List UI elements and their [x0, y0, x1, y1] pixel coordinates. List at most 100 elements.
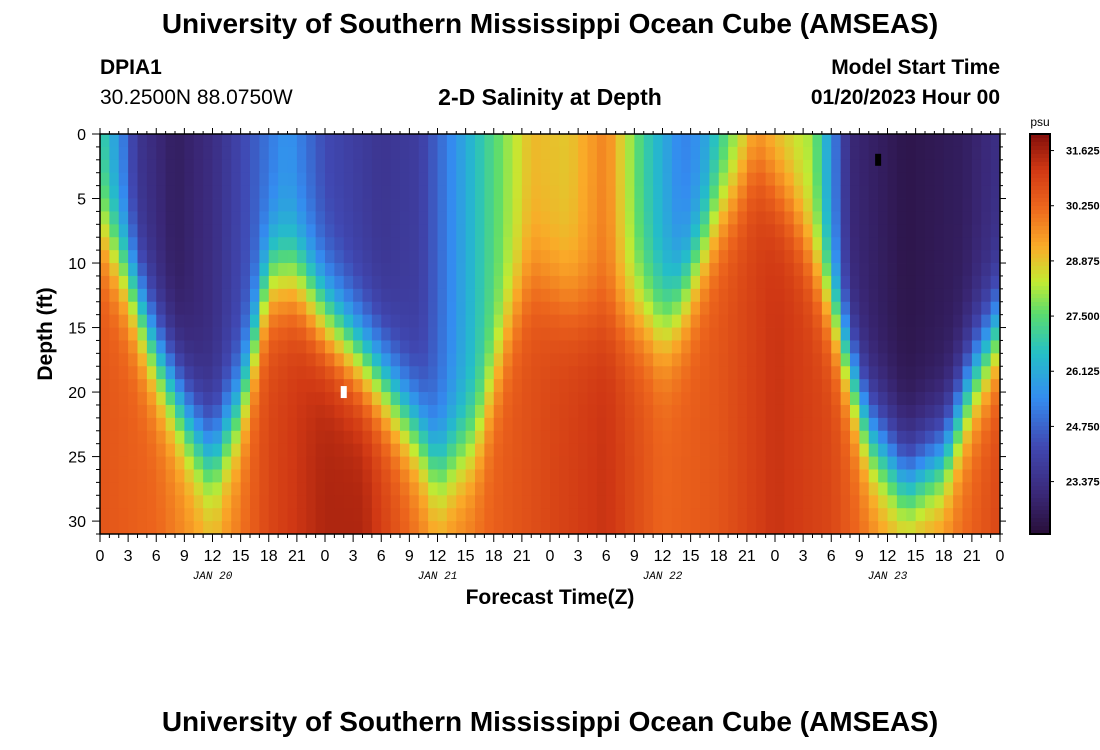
heatmap-cell: [109, 327, 120, 341]
heatmap-cell: [887, 263, 898, 277]
heatmap-cell: [587, 482, 598, 496]
heatmap-cell: [334, 430, 345, 445]
heatmap-cell: [578, 185, 588, 199]
heatmap-cell: [531, 159, 542, 174]
heatmap-cell: [100, 172, 110, 187]
colorbar-strip: [1030, 374, 1050, 379]
heatmap-cell: [925, 146, 935, 161]
heatmap-cell: [353, 495, 363, 509]
heatmap-cell: [268, 482, 279, 496]
heatmap-cell: [362, 482, 373, 496]
heatmap-cell: [306, 379, 317, 393]
heatmap-cell: [137, 263, 148, 277]
x-tick-label: 12: [204, 548, 222, 565]
heatmap-cell: [325, 379, 335, 393]
heatmap-cell: [203, 211, 213, 225]
heatmap-cell: [915, 224, 926, 238]
heatmap-cell: [990, 482, 1001, 496]
heatmap-cell: [887, 366, 898, 380]
heatmap-cell: [231, 275, 242, 290]
heatmap-cell: [268, 172, 279, 187]
heatmap-cell: [971, 314, 982, 328]
x-tick-label: 6: [827, 548, 836, 565]
heatmap-cell: [100, 250, 110, 264]
heatmap-cell: [953, 314, 963, 328]
heatmap-cell: [775, 379, 785, 393]
heatmap-cell: [100, 404, 110, 419]
y-tick-label: 0: [77, 127, 86, 144]
heatmap-cell: [812, 430, 823, 445]
heatmap-cell: [625, 430, 635, 445]
heatmap-cell: [578, 456, 588, 470]
heatmap-cell: [765, 392, 776, 406]
heatmap-cell: [943, 327, 954, 341]
heatmap-cell: [878, 327, 888, 341]
heatmap-cell: [146, 443, 157, 457]
heatmap-cell: [493, 263, 504, 277]
heatmap-cell: [896, 134, 907, 148]
heatmap-cell: [981, 379, 992, 393]
heatmap-cell: [221, 482, 232, 496]
heatmap-cell: [212, 521, 223, 535]
heatmap-cell: [775, 301, 785, 316]
heatmap-cell: [868, 482, 879, 496]
heatmap-cell: [343, 443, 354, 457]
heatmap-cell: [737, 430, 748, 445]
heatmap-cell: [859, 340, 870, 354]
x-tick-label: 3: [349, 548, 358, 565]
heatmap-cell: [531, 340, 542, 354]
heatmap-cell: [437, 482, 448, 496]
heatmap-cell: [700, 353, 710, 367]
heatmap-cell: [325, 508, 335, 522]
heatmap-cell: [428, 495, 438, 509]
heatmap-cell: [925, 198, 935, 212]
heatmap-cell: [212, 366, 223, 380]
heatmap-cell: [212, 508, 223, 522]
heatmap-cell: [765, 159, 776, 174]
heatmap-cell: [662, 185, 673, 199]
heatmap-cell: [175, 211, 185, 225]
heatmap-cell: [503, 275, 513, 290]
heatmap-cell: [484, 314, 495, 328]
colorbar-strip: [1030, 486, 1050, 491]
heatmap-cell: [381, 146, 392, 161]
heatmap-cell: [184, 366, 195, 380]
heatmap-cell: [821, 353, 832, 367]
heatmap-cell: [550, 417, 560, 432]
heatmap-cell: [568, 250, 579, 264]
heatmap-cell: [953, 185, 963, 199]
heatmap-cell: [718, 508, 729, 522]
heatmap-cell: [540, 224, 551, 238]
heatmap-cell: [971, 495, 982, 509]
heatmap-cell: [681, 237, 692, 251]
heatmap-cell: [334, 301, 345, 316]
heatmap-cell: [362, 430, 373, 445]
heatmap-cell: [428, 288, 438, 303]
heatmap-cell: [381, 482, 392, 496]
heatmap-cell: [371, 353, 382, 367]
heatmap-cell: [634, 172, 645, 187]
colorbar-strip: [1030, 262, 1050, 267]
heatmap-cell: [775, 392, 785, 406]
heatmap-cell: [118, 146, 129, 161]
heatmap-cell: [925, 172, 935, 187]
heatmap-cell: [643, 404, 654, 419]
heatmap-cell: [775, 366, 785, 380]
heatmap-cell: [746, 172, 757, 187]
heatmap-cell: [390, 327, 401, 341]
heatmap-cell: [934, 327, 945, 341]
heatmap-cell: [709, 288, 720, 303]
heatmap-cell: [821, 392, 832, 406]
heatmap-cell: [493, 456, 504, 470]
heatmap-cell: [250, 430, 260, 445]
heatmap-cell: [850, 508, 860, 522]
heatmap-cell: [925, 159, 935, 174]
heatmap-cell: [671, 443, 682, 457]
heatmap-cell: [653, 198, 663, 212]
heatmap-cell: [850, 469, 860, 483]
heatmap-cell: [850, 417, 860, 432]
heatmap-cell: [775, 134, 785, 148]
heatmap-cell: [268, 443, 279, 457]
heatmap-cell: [887, 443, 898, 457]
heatmap-cell: [850, 430, 860, 445]
